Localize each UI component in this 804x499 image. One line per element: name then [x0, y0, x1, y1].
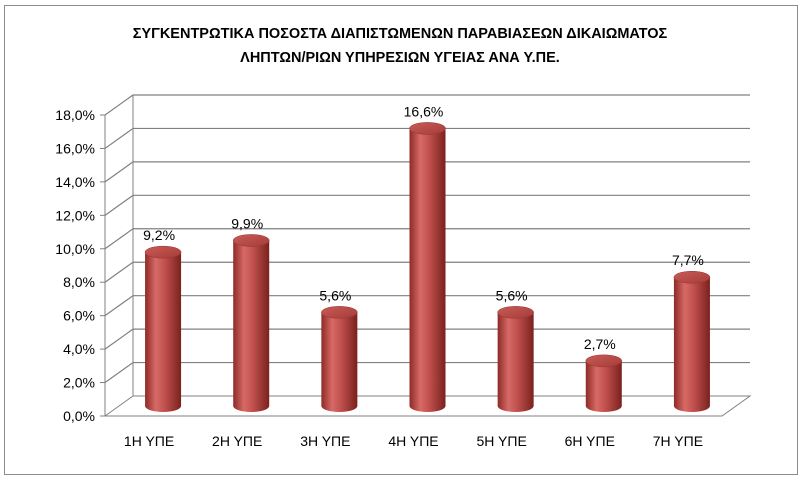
x-tick-label: 1Η ΥΠΕ: [124, 433, 174, 449]
chart-title: ΣΥΓΚΕΝΤΡΩΤΙΚΑ ΠΟΣΟΣΤΑ ΔΙΑΠΙΣΤΩΜΕΝΩΝ ΠΑΡΑ…: [0, 22, 800, 70]
data-label: 5,6%: [319, 287, 351, 303]
x-tick-label: 4Η ΥΠΕ: [388, 433, 438, 449]
y-tick-label: 0,0%: [63, 408, 95, 424]
bar: [232, 234, 270, 412]
bar-body: [585, 360, 622, 413]
y-tick-label: 6,0%: [63, 308, 95, 324]
bar-top: [144, 245, 182, 259]
data-label: 2,7%: [584, 336, 616, 352]
bar: [585, 354, 623, 413]
bar-body: [673, 277, 710, 413]
data-label: 9,9%: [231, 215, 263, 231]
bar: [673, 270, 711, 413]
chart-title-line-1: ΣΥΓΚΕΝΤΡΩΤΙΚΑ ΠΟΣΟΣΤΑ ΔΙΑΠΙΣΤΩΜΕΝΩΝ ΠΑΡΑ…: [132, 26, 668, 42]
y-tick-label: 16,0%: [55, 140, 95, 156]
bar-body: [321, 312, 358, 413]
bar-top: [673, 270, 711, 284]
chart-title-line-2: ΛΗΠΤΩΝ/ΡΙΩΝ ΥΠΗΡΕΣΙΩΝ ΥΓΕΙΑΣ ΑΝΑ Υ.ΠΕ.: [240, 50, 560, 66]
y-tick-label: 12,0%: [55, 207, 95, 223]
bar-top: [409, 122, 446, 135]
bar-top: [497, 306, 534, 319]
bar-body: [409, 128, 446, 413]
bars: [144, 122, 711, 413]
x-tick-label: 3Η ΥΠΕ: [300, 433, 350, 449]
bar: [409, 122, 446, 413]
y-tick-label: 4,0%: [63, 341, 95, 357]
data-label: 5,6%: [496, 287, 528, 303]
bar-body: [145, 252, 182, 413]
x-tick-label: 6Η ΥΠΕ: [565, 433, 615, 449]
data-label: 7,7%: [672, 252, 704, 268]
bar-top: [232, 234, 270, 247]
x-tick-label: 2Η ΥΠΕ: [212, 433, 262, 449]
data-label: 16,6%: [404, 103, 444, 119]
bar-body: [497, 312, 534, 412]
x-tick-label: 5Η ΥΠΕ: [476, 433, 526, 449]
y-tick-label: 2,0%: [63, 375, 95, 391]
data-labels: 9,2% 9,9% 5,6% 16,6% 5,6% 2,7% 7,7%: [143, 103, 704, 351]
y-tick-label: 14,0%: [55, 174, 95, 190]
y-tick-label: 10,0%: [55, 241, 95, 257]
y-tick-label: 18,0%: [55, 107, 95, 123]
x-axis: 1Η ΥΠΕ 2Η ΥΠΕ 3Η ΥΠΕ 4Η ΥΠΕ 5Η ΥΠΕ 6Η ΥΠΕ 7Η Υ…: [124, 433, 703, 449]
bar-body: [233, 240, 270, 412]
bar-top: [321, 306, 358, 319]
bar-top: [585, 354, 623, 368]
data-label: 9,2%: [143, 227, 175, 243]
y-tick-label: 8,0%: [63, 274, 95, 290]
bar: [321, 306, 358, 413]
bar: [144, 245, 182, 413]
y-axis: 0,0% 2,0% 4,0% 6,0% 8,0% 10,0% 12,0% 14,0% 16,0%…: [55, 107, 106, 424]
x-tick-label: 7Η ΥΠΕ: [653, 433, 703, 449]
bar: [497, 306, 534, 412]
